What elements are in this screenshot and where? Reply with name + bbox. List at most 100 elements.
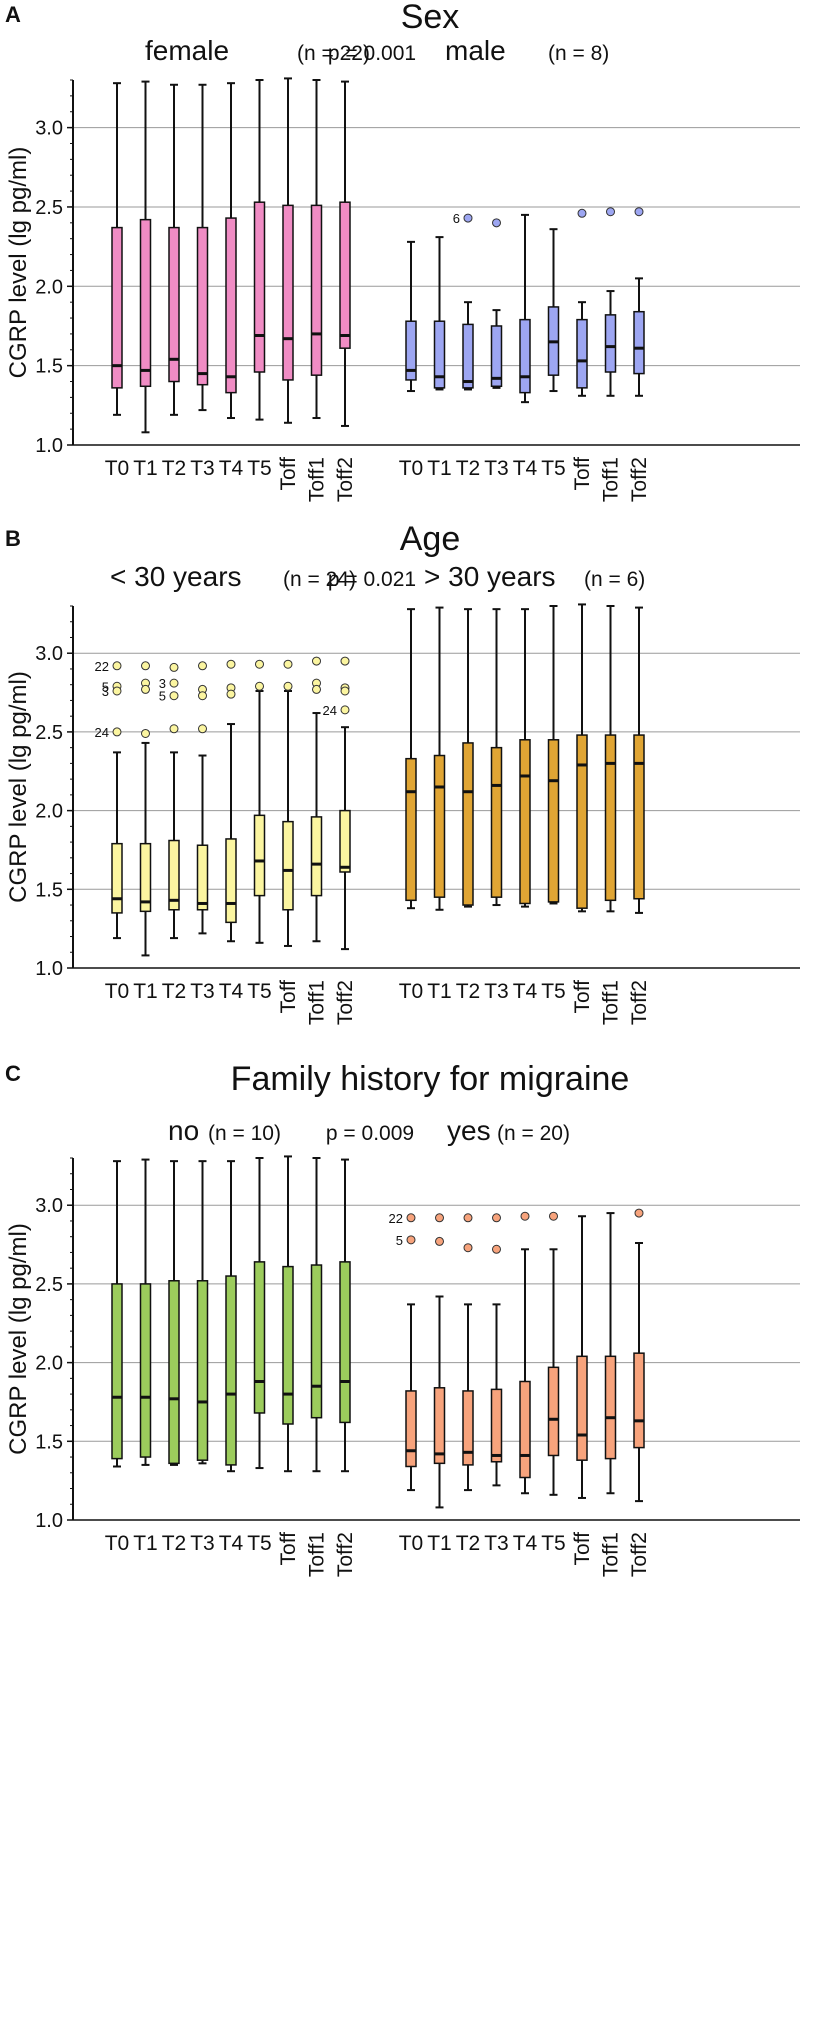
y-tick-label: 2.0 bbox=[35, 276, 63, 298]
box-iqr bbox=[519, 1380, 531, 1479]
box-toff2 bbox=[633, 606, 645, 914]
series-female: T0 T1 T2 T3 T4 T5 Toff Toff1 Toff2 bbox=[105, 77, 357, 502]
box-t5 bbox=[253, 79, 266, 421]
box-toff1 bbox=[604, 290, 617, 397]
box-iqr bbox=[282, 204, 294, 381]
outlier-label: 22 bbox=[389, 1211, 403, 1226]
x-tick-label: Toff1 bbox=[306, 980, 329, 1025]
box-toff2 bbox=[339, 1158, 351, 1473]
box-iqr bbox=[490, 1388, 503, 1463]
box-t5 bbox=[253, 689, 266, 944]
box-iqr bbox=[576, 318, 588, 389]
x-tick-label: T5 bbox=[541, 980, 566, 1003]
box-t2 bbox=[168, 1160, 180, 1466]
group-subtitles: < 30 years (n = 24) > 30 years (n = 6) p = 0… bbox=[110, 561, 645, 592]
box-t2 bbox=[168, 751, 180, 940]
p-value: p = 0.021 bbox=[328, 568, 416, 591]
p-value: p = 0.001 bbox=[328, 42, 416, 65]
x-tick-label: T5 bbox=[247, 1532, 272, 1555]
x-tick-label: T1 bbox=[427, 1532, 452, 1555]
x-tick-label: T1 bbox=[427, 457, 452, 480]
y-tick-label: 2.5 bbox=[35, 1274, 63, 1296]
chart-title: Family history for migraine bbox=[231, 1060, 630, 1098]
x-tick-label: T3 bbox=[484, 1532, 509, 1555]
outlier-label: 5 bbox=[396, 1233, 403, 1248]
x-tick-label: T0 bbox=[399, 1532, 424, 1555]
outlier-label: 24 bbox=[323, 703, 337, 718]
box-iqr bbox=[225, 1275, 237, 1466]
box-toff bbox=[576, 603, 588, 913]
panel-letter: B bbox=[5, 526, 21, 551]
x-tick-label: T5 bbox=[247, 457, 272, 480]
box-t3 bbox=[196, 754, 209, 935]
box-iqr bbox=[310, 204, 323, 376]
group-n: (n = 10) bbox=[208, 1122, 281, 1145]
outlier-point bbox=[520, 1211, 530, 1221]
x-tick-label: T3 bbox=[484, 980, 509, 1003]
box-iqr bbox=[633, 310, 645, 375]
box-iqr bbox=[196, 1280, 209, 1461]
y-tick-label: 3.0 bbox=[35, 1195, 63, 1217]
y-tick-label: 1.5 bbox=[35, 356, 63, 378]
x-tick-label: T5 bbox=[247, 980, 272, 1003]
x-tick-label: Toff bbox=[277, 980, 300, 1014]
box-iqr bbox=[339, 809, 351, 873]
box-iqr bbox=[433, 754, 446, 898]
group-label: female bbox=[145, 35, 229, 66]
x-tick-label: Toff1 bbox=[306, 457, 329, 502]
box-iqr bbox=[462, 742, 474, 906]
x-tick-label: T4 bbox=[219, 1532, 244, 1555]
x-tick-label: T2 bbox=[456, 980, 481, 1003]
y-tick-label: 1.0 bbox=[35, 958, 63, 980]
x-tick-label: T4 bbox=[513, 980, 538, 1003]
box-iqr bbox=[405, 1390, 417, 1468]
outlier-point bbox=[312, 656, 321, 666]
outlier-point bbox=[198, 691, 207, 701]
box-t2 bbox=[462, 1303, 474, 1492]
box-iqr bbox=[139, 1283, 152, 1458]
y-tick-label: 1.0 bbox=[35, 435, 63, 457]
box-t0 bbox=[405, 608, 417, 910]
box-t3 bbox=[490, 1303, 503, 1487]
box-iqr bbox=[282, 1265, 294, 1425]
panel-c: C Family history for migraine no (n = 10) ye… bbox=[5, 1060, 800, 1577]
box-t0 bbox=[111, 82, 123, 416]
outlier-point bbox=[606, 207, 615, 217]
box-t5 bbox=[547, 228, 560, 393]
x-tick-label: T0 bbox=[105, 980, 130, 1003]
panel-letter: C bbox=[5, 1061, 21, 1086]
x-tick-label: Toff2 bbox=[334, 1532, 357, 1577]
box-toff1 bbox=[310, 79, 323, 420]
group-label: male bbox=[445, 35, 506, 66]
p-value: p = 0.009 bbox=[326, 1122, 414, 1145]
box-iqr bbox=[339, 1261, 351, 1424]
box-iqr bbox=[111, 842, 123, 914]
box-iqr bbox=[604, 1355, 617, 1460]
box-toff1 bbox=[604, 605, 617, 913]
box-iqr bbox=[168, 1280, 180, 1465]
outlier-point bbox=[112, 727, 122, 737]
box-iqr bbox=[433, 1387, 446, 1465]
box-t3 bbox=[490, 608, 503, 907]
box-toff1 bbox=[604, 1212, 617, 1495]
outlier-label: 22 bbox=[95, 659, 109, 674]
outlier-point bbox=[198, 724, 207, 734]
panel-b: B Age < 30 years (n = 24) > 30 years (n = 6) p… bbox=[5, 520, 800, 1025]
group-subtitles: female (n = 22) male (n = 8) p = 0.001 bbox=[145, 35, 609, 66]
outlier-point bbox=[283, 681, 293, 691]
outlier-point bbox=[198, 661, 207, 671]
outlier-point bbox=[406, 1213, 416, 1223]
x-tick-label: Toff2 bbox=[334, 980, 357, 1025]
box-t4 bbox=[225, 1160, 237, 1473]
box-t5 bbox=[253, 1157, 266, 1470]
outlier-point bbox=[226, 659, 236, 669]
outlier-point bbox=[169, 662, 179, 672]
y-tick-label: 2.0 bbox=[35, 801, 63, 823]
box-t4 bbox=[225, 723, 237, 943]
x-tick-label: T0 bbox=[399, 457, 424, 480]
box-iqr bbox=[604, 734, 617, 902]
x-tick-label: T3 bbox=[190, 980, 215, 1003]
outlier-label: 6 bbox=[453, 211, 460, 226]
